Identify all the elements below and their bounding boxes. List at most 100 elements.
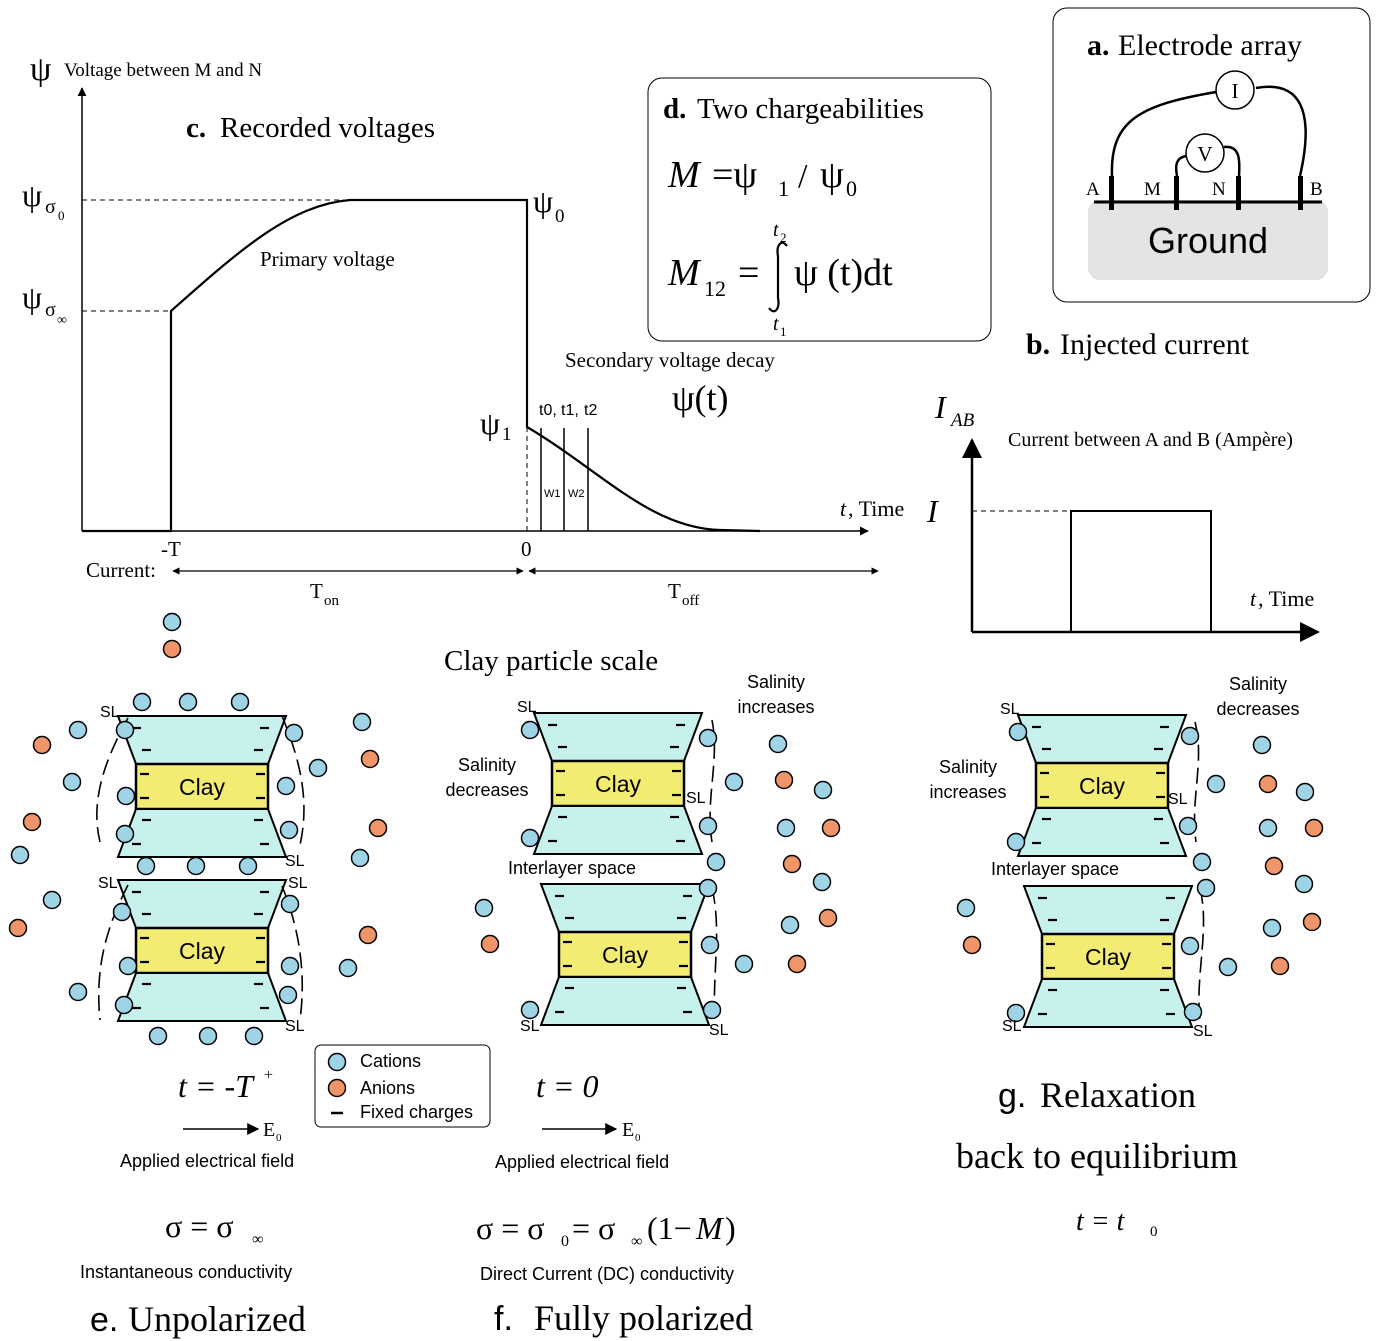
sl-label: SL	[520, 1018, 540, 1035]
legend-box	[314, 1044, 491, 1128]
psi0-sub: 0	[555, 206, 565, 227]
legend-anion-icon	[327, 1078, 347, 1098]
cation-icon	[956, 898, 976, 918]
clay-particle: Clay	[1022, 885, 1194, 1028]
sl-label: SL	[1000, 701, 1020, 718]
cation-icon	[350, 848, 370, 868]
e-applied-field: Applied electrical field	[120, 1151, 294, 1171]
electrode-b	[1298, 176, 1303, 210]
cation-icon	[278, 985, 298, 1005]
panel-b-injected-current: b. Injected current I AB Current between…	[926, 328, 1320, 642]
f-interlayer-space: Interlayer space	[508, 858, 636, 878]
slip-layer-boundary	[1198, 887, 1205, 1021]
e-title: Unpolarized	[128, 1299, 306, 1339]
psi0-psi: ψ	[533, 183, 553, 219]
psi-sigma-inf-sigma: σ	[45, 299, 56, 321]
cation-icon	[136, 856, 156, 876]
f-time-eq: t = 0	[536, 1068, 598, 1104]
wire-n	[1223, 145, 1241, 177]
t-on-sub: on	[324, 593, 340, 609]
psi1-psi: ψ	[480, 405, 500, 441]
b-title-letter: b.	[1026, 328, 1050, 361]
electrode-m	[1174, 176, 1179, 210]
eq2-lower: t	[773, 313, 779, 335]
t-off-T: T	[668, 579, 681, 603]
cation-icon	[280, 956, 300, 976]
ions	[8, 612, 1324, 1046]
cation-icon	[115, 720, 135, 740]
cation-icon	[1294, 874, 1314, 894]
wire-b	[1255, 85, 1307, 177]
cation-icon	[115, 824, 135, 844]
cation-icon	[1295, 782, 1315, 802]
clay-particle: Clay	[539, 883, 711, 1026]
cation-icon	[698, 816, 718, 836]
anion-icon	[962, 935, 982, 955]
psi1-sub: 1	[502, 424, 512, 445]
cation-icon	[776, 818, 796, 838]
cation-icon	[1183, 1002, 1203, 1022]
legend: Cations Anions Fixed charges	[314, 1044, 491, 1128]
eq1-rhs: =ψ	[712, 154, 757, 196]
f-salinity-right-2: increases	[737, 697, 814, 717]
electrode-b-label: B	[1310, 179, 1323, 200]
cation-icon	[520, 1000, 540, 1020]
bound-water-layer	[532, 805, 704, 855]
clay-scale-title: Clay particle scale	[444, 645, 658, 677]
legend-fixed: Fixed charges	[360, 1102, 473, 1122]
cation-icon	[734, 954, 754, 974]
sl-label: SL	[1002, 1018, 1022, 1035]
cation-icon	[1196, 878, 1216, 898]
psi-sigma0-sigma: σ	[45, 196, 56, 218]
a-title-letter: a.	[1087, 29, 1110, 62]
e-field-label: E	[263, 1119, 275, 1141]
cation-icon	[42, 890, 62, 910]
anion-icon	[821, 818, 841, 838]
f-sigma-eq-b: = σ	[572, 1210, 615, 1246]
f-applied-field: Applied electrical field	[495, 1152, 669, 1172]
f-title: Fully polarized	[534, 1298, 753, 1338]
electrode-a	[1109, 176, 1114, 210]
cation-icon	[1178, 816, 1198, 836]
cation-icon	[62, 772, 82, 792]
cation-icon	[724, 772, 744, 792]
anion-icon	[1302, 912, 1322, 932]
b-y-axis-label: Current between A and B (Ampère)	[1008, 429, 1293, 451]
legend-cation-icon	[327, 1052, 347, 1072]
cation-icon	[1180, 726, 1200, 746]
eq2-lhs: M	[667, 252, 702, 294]
eq2-integrand: ψ (t)dt	[794, 252, 893, 294]
bound-water-layer	[1022, 978, 1194, 1028]
b-title: Injected current	[1060, 328, 1250, 361]
panel-f-captions: t = 0 E 0 Applied electrical field σ = σ…	[476, 1068, 753, 1338]
b-y-symbol-sub: AB	[949, 410, 975, 431]
cation-icon	[276, 776, 296, 796]
t-off-sub: off	[682, 593, 699, 609]
b-x-axis-t: t	[1250, 586, 1257, 611]
clay-label: Clay	[602, 942, 649, 968]
gate-t0: t0,	[539, 402, 557, 419]
anion-icon	[368, 818, 388, 838]
b-y-symbol: I	[934, 389, 947, 425]
integral-sign	[768, 241, 788, 313]
panel-d-box	[647, 77, 992, 342]
t-on-T: T	[310, 579, 323, 603]
d-title-letter: d.	[663, 93, 686, 125]
ammeter-icon	[1215, 70, 1255, 110]
f-title-letter: f.	[494, 1300, 513, 1338]
anion-icon	[1258, 774, 1278, 794]
e-sigma-sub: ∞	[252, 1231, 263, 1248]
voltmeter-icon	[1185, 133, 1225, 173]
cation-icon	[244, 1026, 264, 1046]
secondary-decay-label: Secondary voltage decay	[565, 348, 775, 372]
gate-t2: t2	[584, 402, 597, 419]
gate-t1: t1,	[561, 402, 579, 419]
cation-icon	[68, 982, 88, 1002]
anion-icon	[1304, 818, 1324, 838]
electrode-n	[1236, 176, 1241, 210]
f-sigma-M: M	[695, 1210, 725, 1246]
clay-panel-notes: Interlayer space Interlayer space Salini…	[445, 672, 1299, 879]
clay-label: Clay	[1085, 944, 1132, 970]
a-title: Electrode array	[1118, 29, 1302, 62]
